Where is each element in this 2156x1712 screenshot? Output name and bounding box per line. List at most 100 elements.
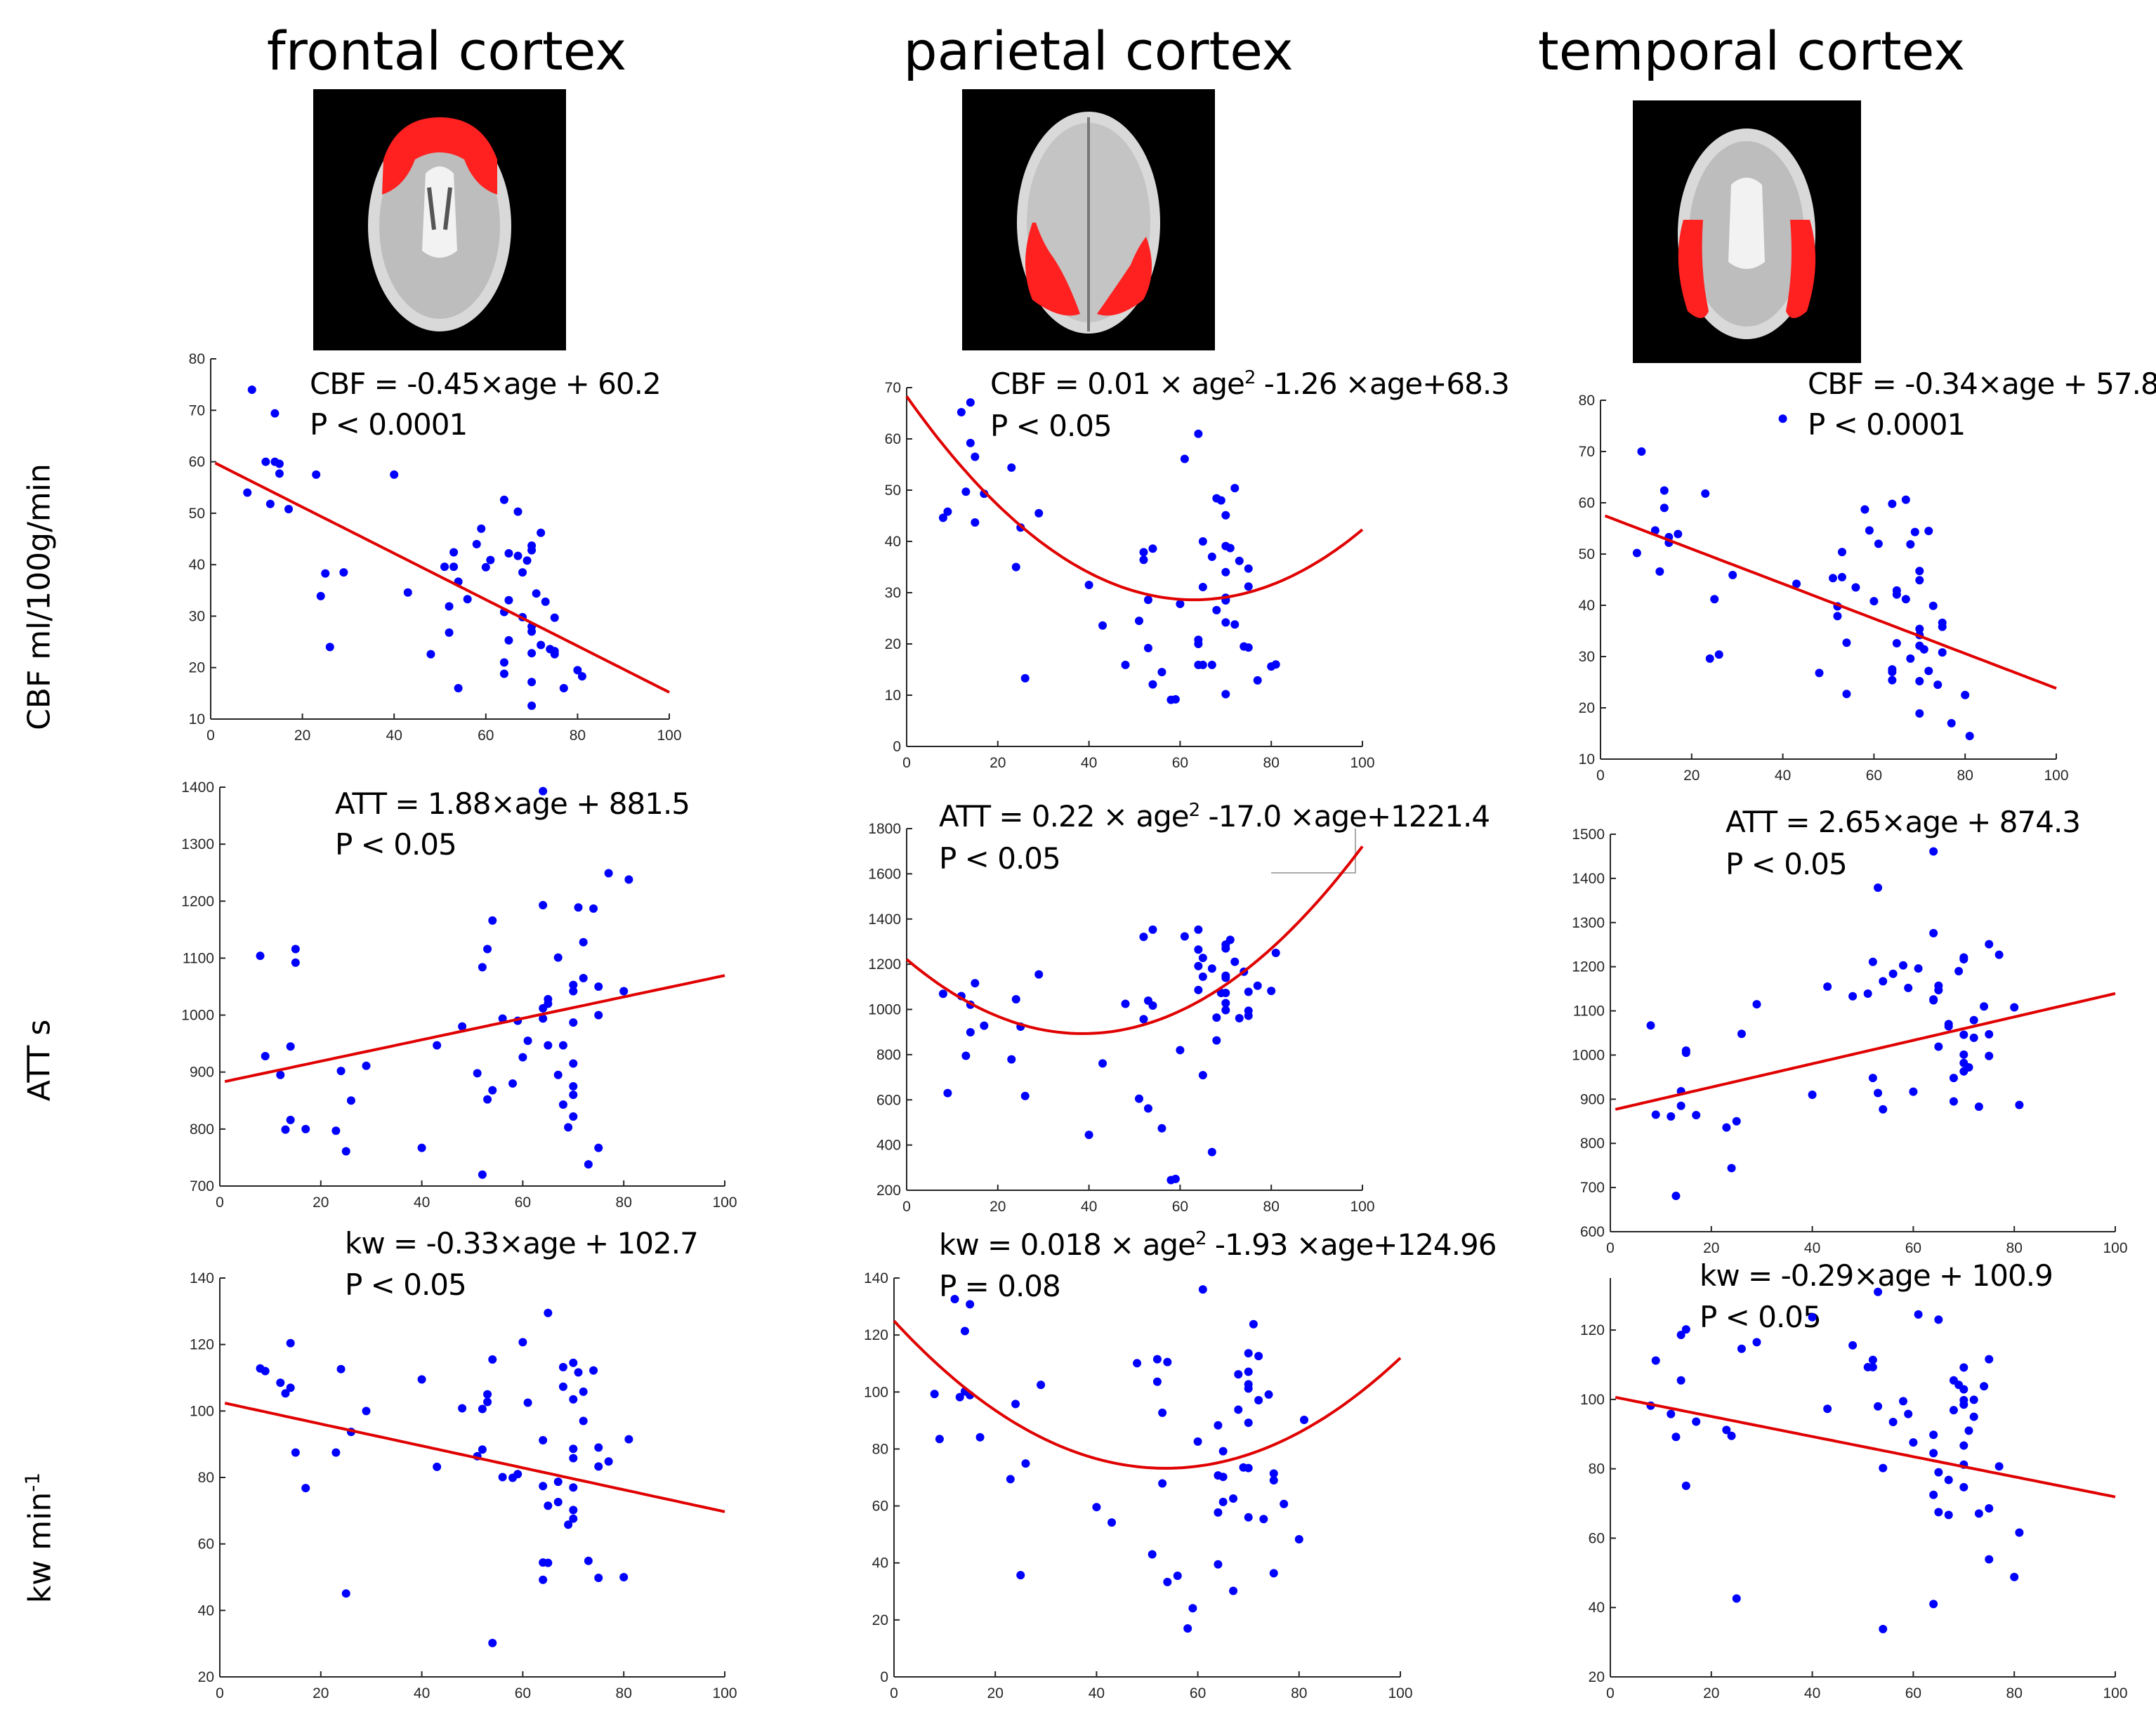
y-tick-label: 800 (1580, 1135, 1605, 1152)
data-point (1134, 1094, 1143, 1103)
y-tick-label: 60 (189, 454, 205, 470)
data-point (1919, 645, 1928, 654)
data-point (483, 1397, 492, 1407)
y-tick-label: 20 (885, 636, 901, 652)
data-point (1959, 1385, 1968, 1394)
data-point (1655, 567, 1664, 576)
fit-line (214, 461, 670, 694)
data-point (1171, 694, 1180, 704)
data-point (2010, 1003, 2019, 1012)
y-tick-label: 80 (1579, 393, 1595, 409)
data-point (1915, 624, 1924, 633)
data-point (513, 551, 522, 560)
data-point (532, 589, 541, 598)
data-point (1300, 1416, 1309, 1425)
chart-frontal-att: 0 20 40 60 80 100 700 800 900 1000 1100 1200 1300 140… (181, 779, 737, 1211)
x-tick-label: 0 (216, 1685, 224, 1701)
equation-frontal-kw: kw = -0.33×age + 102.7 (345, 1226, 699, 1260)
data-point (966, 1028, 975, 1037)
y-tick-label: 30 (885, 585, 901, 601)
x-tick-label: 20 (294, 727, 310, 744)
equation-exponent: 2 (1195, 1228, 1207, 1249)
data-point (1929, 1490, 1938, 1499)
data-point (1863, 989, 1872, 999)
data-point (1949, 1406, 1958, 1415)
data-point (550, 613, 559, 622)
y-tick-label: 700 (190, 1178, 214, 1194)
x-tick-label: 20 (313, 1685, 329, 1701)
data-point (1194, 640, 1203, 648)
data-point (971, 979, 980, 988)
data-point (1034, 970, 1044, 979)
data-point (1098, 621, 1107, 630)
data-point (1969, 1033, 1978, 1042)
data-point (1737, 1344, 1746, 1353)
data-point (1176, 600, 1185, 609)
data-point (1034, 508, 1044, 518)
data-point (1171, 1174, 1180, 1183)
equation-text: ATT = 2.65×age + 874.3 (1726, 805, 2081, 839)
equation-temporal-kw: kw = -0.29×age + 100.9 (1700, 1258, 2053, 1293)
data-point (1230, 957, 1240, 966)
data-point (1244, 564, 1253, 573)
x-tick-label: 20 (990, 1199, 1006, 1215)
data-point (1148, 680, 1157, 689)
data-point (584, 1556, 593, 1565)
data-point (1928, 601, 1938, 610)
data-point (1194, 985, 1203, 994)
equation-text-rest: -17.0 ×age+1221.4 (1199, 799, 1490, 834)
title-frontal-cortex: frontal cortex (266, 20, 627, 82)
data-point (569, 1059, 578, 1068)
data-point (604, 869, 613, 878)
data-point (362, 1407, 371, 1416)
chart-frontal-cbf: 0 20 40 60 80 100 10 20 30 40 50 60 70 80 (189, 351, 682, 744)
data-point (1934, 1468, 1943, 1477)
y-tick-label: 40 (872, 1555, 888, 1572)
p-value-parietal-cbf: P < 0.05 (990, 409, 1112, 443)
data-point (1098, 1059, 1107, 1068)
data-point (1198, 537, 1207, 546)
data-point (1929, 1430, 1938, 1440)
data-point (1157, 1124, 1166, 1133)
data-point (975, 1433, 985, 1442)
data-point (445, 602, 454, 611)
data-point (2015, 1100, 2024, 1109)
data-point (1728, 570, 1737, 579)
y-tick-label: 70 (885, 380, 901, 396)
data-point (1860, 505, 1869, 514)
y-tick-label: 1100 (1573, 1003, 1605, 1020)
data-point (1954, 966, 1964, 975)
equation-frontal-cbf: CBF = -0.45×age + 60.2 (310, 367, 662, 401)
data-point (1011, 562, 1020, 572)
fit-line (905, 845, 1364, 1035)
data-point (261, 457, 270, 466)
data-point (286, 1115, 295, 1124)
y-tick-label: 20 (189, 660, 205, 676)
x-tick-label: 20 (987, 1685, 1004, 1701)
data-point (449, 562, 459, 572)
data-point (1944, 1510, 1953, 1520)
y-tick-label: 40 (189, 557, 205, 573)
data-point (499, 658, 508, 667)
data-point (1974, 1509, 1983, 1518)
data-point (1671, 1433, 1681, 1442)
data-point (483, 1390, 492, 1399)
data-point (569, 1444, 578, 1454)
data-point (1985, 1503, 1994, 1513)
data-point (569, 1358, 578, 1367)
y-tick-label: 80 (189, 351, 205, 367)
title-temporal-cortex: temporal cortex (1537, 20, 1966, 82)
y-tick-label: 1800 (868, 821, 901, 837)
y-tick-label: 1200 (1572, 959, 1605, 975)
y-tick-label: 1400 (181, 779, 214, 796)
y-tick-label: 800 (876, 1047, 901, 1063)
data-point (1959, 954, 1968, 963)
data-point (1959, 1363, 1968, 1372)
data-point (1959, 1067, 1968, 1076)
data-point (1915, 677, 1924, 686)
data-point (522, 556, 532, 565)
x-tick-label: 0 (216, 1194, 224, 1211)
y-tick-label: 80 (872, 1441, 888, 1457)
data-point (1007, 463, 1016, 472)
data-point (331, 1448, 341, 1457)
